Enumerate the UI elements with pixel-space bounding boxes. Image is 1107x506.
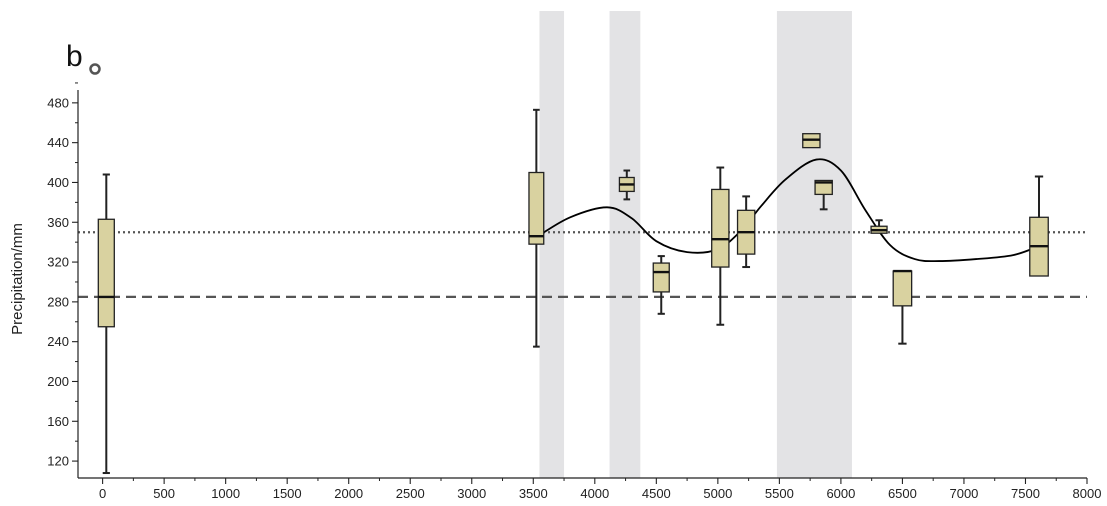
x-tick-label-1500: 1500	[273, 486, 302, 501]
box-plots	[97, 108, 1049, 475]
y-tick-label-280: 280	[47, 294, 69, 309]
x-tick-label-2500: 2500	[396, 486, 425, 501]
y-tick-label-480: 480	[47, 95, 69, 110]
x-tick-label-500: 500	[153, 486, 175, 501]
reference-lines	[78, 231, 1087, 298]
x-tick-label-3500: 3500	[519, 486, 548, 501]
box-2	[528, 108, 545, 348]
x-tick-label-8000: 8000	[1073, 486, 1102, 501]
box-iqr	[97, 218, 115, 328]
y-tick-label-320: 320	[47, 255, 69, 270]
y-tick-label-240: 240	[47, 334, 69, 349]
box-11	[1029, 175, 1049, 277]
x-tick-label-7500: 7500	[1011, 486, 1040, 501]
x-tick-label-0: 0	[99, 486, 106, 501]
x-tick-label-1000: 1000	[211, 486, 240, 501]
box-6	[736, 195, 756, 269]
x-tick-label-5000: 5000	[703, 486, 732, 501]
x-tick-label-4500: 4500	[642, 486, 671, 501]
box-iqr	[711, 188, 730, 268]
box-1	[97, 173, 115, 475]
x-tick-label-4000: 4000	[580, 486, 609, 501]
y-tick-label-160: 160	[47, 414, 69, 429]
panel-marker-circle	[89, 63, 101, 75]
x-tick-label-6500: 6500	[888, 486, 917, 501]
shaded-intervals	[539, 11, 852, 478]
shaded-interval-2	[609, 11, 641, 478]
box-iqr	[652, 262, 670, 293]
y-tick-label-360: 360	[47, 215, 69, 230]
box-7	[802, 133, 821, 149]
box-3	[618, 169, 635, 201]
x-tick-label-3000: 3000	[457, 486, 486, 501]
box-5	[711, 166, 730, 326]
axes: 120 160 200 240 280 320 360 400 440 480 0 500 1000 15…	[47, 82, 1102, 501]
shaded-interval-3	[776, 11, 852, 478]
x-tick-label-5500: 5500	[765, 486, 794, 501]
x-tick-label-2000: 2000	[334, 486, 363, 501]
trend-line	[538, 158, 1040, 263]
box-10	[892, 269, 913, 345]
trend-line-group	[538, 158, 1040, 263]
y-tick-label-200: 200	[47, 374, 69, 389]
box-9	[870, 219, 888, 234]
y-tick-label-440: 440	[47, 135, 69, 150]
x-tick-label-6000: 6000	[826, 486, 855, 501]
box-iqr	[814, 179, 833, 196]
panel-label: b	[66, 40, 83, 73]
y-axis-title: Precipitation/mm	[9, 223, 26, 335]
box-4	[652, 255, 670, 315]
box-iqr	[892, 270, 913, 307]
box-8	[814, 179, 833, 211]
y-tick-label-120: 120	[47, 454, 69, 469]
x-tick-label-7000: 7000	[949, 486, 978, 501]
box-iqr	[528, 171, 545, 245]
y-tick-label-400: 400	[47, 175, 69, 190]
